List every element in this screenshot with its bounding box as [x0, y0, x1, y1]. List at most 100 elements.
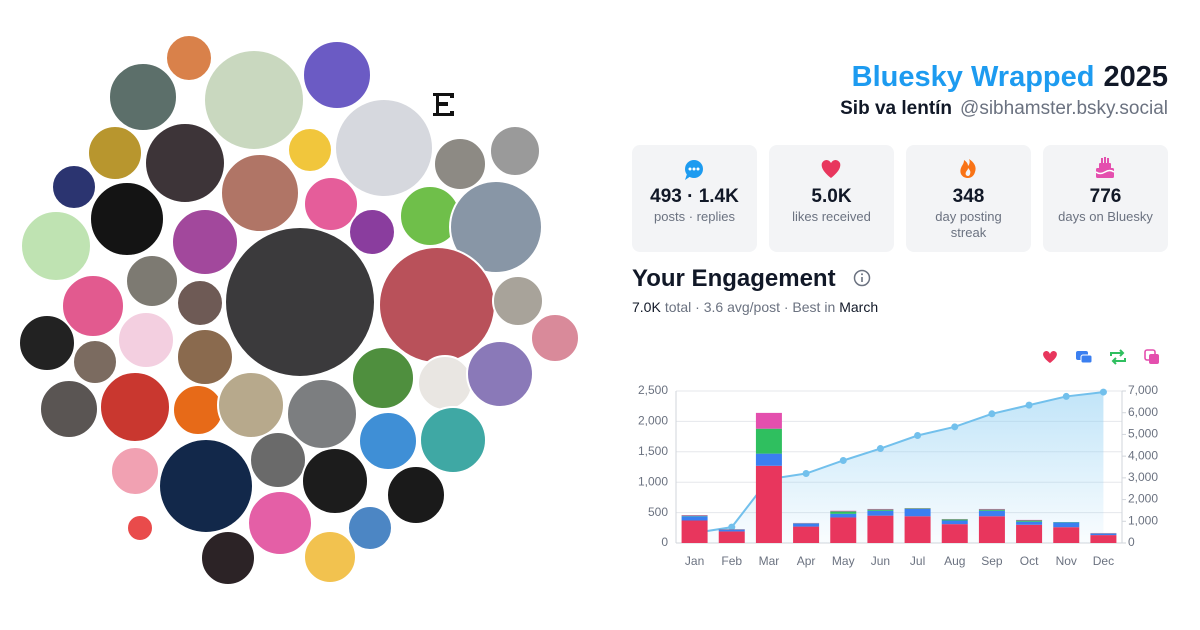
- avatar: [126, 514, 154, 542]
- x-tick-label: Jan: [685, 554, 704, 568]
- y2-tick-label: 7,000: [1128, 383, 1158, 397]
- avatar: [176, 279, 224, 327]
- legend-item[interactable]: [1043, 350, 1057, 363]
- legend-icon: [1110, 349, 1126, 365]
- summary-best: March: [839, 299, 878, 315]
- x-tick-label: Apr: [797, 554, 816, 568]
- bar-segment: [718, 531, 745, 543]
- x-tick-label: Oct: [1020, 554, 1039, 568]
- y2-tick-label: 5,000: [1128, 427, 1158, 441]
- legend-icon: [1149, 354, 1159, 364]
- logo-mark: [433, 93, 454, 116]
- bar-segment: [904, 508, 931, 517]
- stat-label: day posting: [935, 209, 1002, 224]
- title-year: 2025: [1103, 61, 1168, 93]
- stat-cards: [632, 145, 1168, 252]
- avatar: [492, 275, 544, 327]
- bar-segment: [755, 428, 782, 454]
- avatar: [72, 339, 118, 385]
- bar-segment: [867, 508, 894, 510]
- stat-label: streak: [951, 225, 987, 240]
- icon-days: [1095, 157, 1115, 178]
- stat-value: 776: [1090, 186, 1122, 207]
- bar-segment: [681, 516, 708, 521]
- x-tick-label: Mar: [759, 554, 780, 568]
- avatar: [125, 254, 179, 308]
- y2-tick-label: 3,000: [1128, 470, 1158, 484]
- x-tick-label: Aug: [944, 554, 965, 568]
- profile: Sib va lentín @sibhamster.bsky.social: [840, 98, 1168, 119]
- stat-card: [769, 145, 894, 252]
- legend-icon: [1043, 350, 1057, 363]
- y2-tick-label: 4,000: [1128, 448, 1158, 462]
- avatar: [87, 125, 143, 181]
- avatar: [220, 153, 300, 233]
- line-point: [1099, 388, 1107, 396]
- x-tick-label: Jul: [910, 554, 925, 568]
- engagement-chart: 0 500 1,000 1,500 2,000 2,500 0 1,000 2,000 3,000…: [638, 349, 1159, 568]
- avatar: [249, 431, 307, 489]
- y2-tick-label: 0: [1128, 535, 1135, 549]
- avatar: [466, 340, 534, 408]
- avatar: [286, 378, 358, 450]
- handle: @sibhamster.bsky.social: [960, 98, 1168, 119]
- x-tick-label: Feb: [721, 554, 742, 568]
- stat-card: [1043, 145, 1168, 252]
- avatar: [39, 379, 99, 439]
- x-tick-label: Sep: [981, 554, 1003, 568]
- avatar: [348, 208, 396, 256]
- y-tick-label: 1,000: [638, 474, 668, 488]
- display-name: Sib va lentín: [840, 98, 952, 119]
- bar-segment: [1016, 524, 1043, 543]
- bar-segment: [830, 517, 857, 543]
- avatar: [217, 371, 285, 439]
- bar-segment: [867, 509, 894, 511]
- title-text: Bluesky Wrapped: [852, 61, 1095, 93]
- avatar: [247, 490, 313, 556]
- bar-segment: [718, 529, 745, 532]
- legend-icon: [1080, 354, 1093, 364]
- icon-likes: [821, 160, 841, 178]
- stat-card: [906, 145, 1031, 252]
- avatar-cluster: [18, 34, 580, 586]
- avatar: [386, 465, 446, 525]
- stat-label: likes received: [792, 209, 871, 224]
- avatar: [18, 314, 76, 372]
- bar-segment: [978, 516, 1005, 543]
- bar-segment: [830, 510, 857, 512]
- legend-item[interactable]: [1144, 349, 1159, 364]
- y2-tick-label: 6,000: [1128, 405, 1158, 419]
- bar-segment: [904, 516, 931, 543]
- y-tick-label: 0: [661, 535, 668, 549]
- summary-total: 7.0K: [632, 299, 661, 315]
- bar-segment: [681, 520, 708, 543]
- x-tick-label: Jun: [871, 554, 890, 568]
- bar-segment: [941, 524, 968, 543]
- info-icon[interactable]: [853, 269, 871, 287]
- bar-segment: [793, 526, 820, 543]
- stat-value: 348: [953, 186, 985, 207]
- legend-item[interactable]: [1076, 351, 1093, 364]
- bar-segment: [978, 508, 1005, 510]
- area: [694, 392, 1104, 543]
- avatar: [417, 355, 473, 411]
- bar-segment: [978, 510, 1005, 517]
- legend-item[interactable]: [1110, 349, 1126, 365]
- bar-segment: [830, 513, 857, 518]
- avatar: [378, 246, 496, 364]
- avatar: [449, 180, 543, 274]
- bar-segment: [867, 510, 894, 516]
- engagement-heading: Your Engagement: [632, 265, 836, 292]
- bar-segment: [1016, 521, 1043, 525]
- avatar: [89, 181, 165, 257]
- line-point: [1062, 392, 1070, 400]
- avatar: [61, 274, 125, 338]
- avatar: [530, 313, 580, 363]
- bar-segment: [1016, 520, 1043, 522]
- avatar: [171, 208, 239, 276]
- bar-segment: [941, 519, 968, 521]
- bar-segment: [793, 523, 820, 527]
- stat-label: posts · replies: [654, 209, 735, 224]
- avatar: [176, 328, 234, 386]
- avatar: [419, 406, 487, 474]
